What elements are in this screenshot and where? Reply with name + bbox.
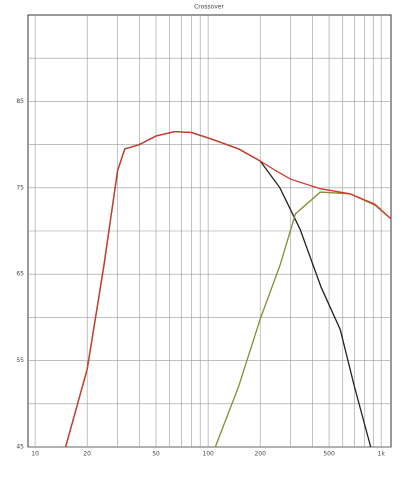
x-tick-label: 1k (378, 451, 386, 458)
y-tick-label: 65 (16, 271, 24, 278)
y-tick-label: 45 (16, 444, 24, 451)
chart-title: Crossover (194, 4, 224, 11)
x-tick-label: 10 (31, 451, 39, 458)
y-tick-label: 55 (16, 357, 24, 364)
x-tick-label: 20 (83, 451, 91, 458)
x-tick-label: 50 (152, 451, 160, 458)
y-tick-label: 75 (16, 184, 24, 191)
series-line (64, 130, 392, 448)
x-tick-label: 200 (254, 451, 266, 458)
series-line (64, 130, 372, 448)
y-tick-label: 85 (16, 98, 24, 105)
x-tick-label: 100 (202, 451, 214, 458)
x-tick-label: 500 (323, 451, 335, 458)
